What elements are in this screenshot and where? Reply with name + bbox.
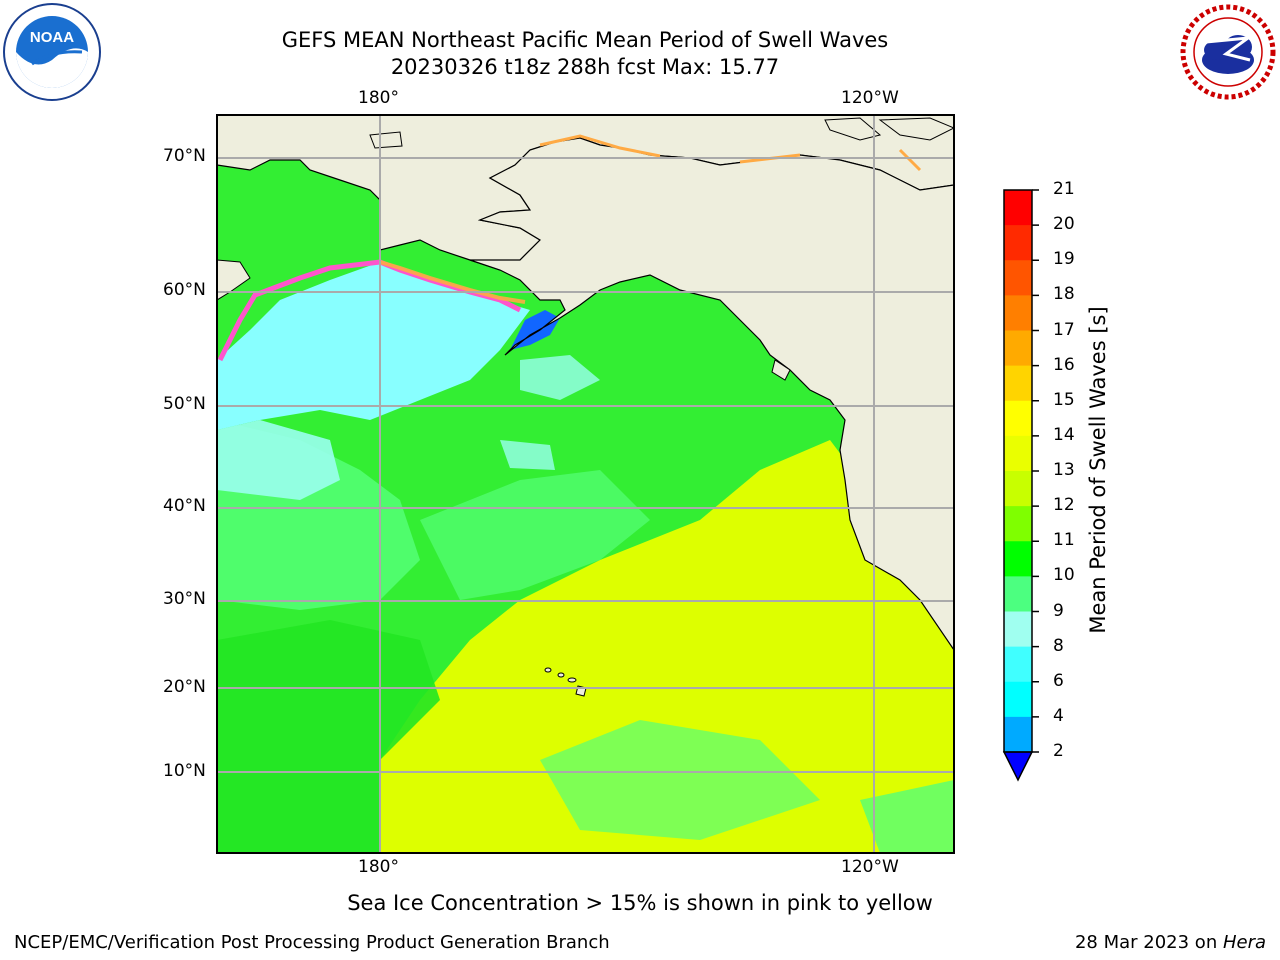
colorbar-tick-label: 21 xyxy=(1053,179,1075,199)
colorbar-tick-label: 12 xyxy=(1053,495,1075,516)
ocean-yellow-region xyxy=(380,440,954,853)
map-frame xyxy=(216,114,955,854)
nws-logo xyxy=(1180,4,1276,100)
footer-date-text: 28 Mar 2023 on xyxy=(1074,932,1223,953)
colorbar-swatch xyxy=(1004,330,1032,367)
colorbar-swatch xyxy=(1004,435,1032,472)
colorbar-swatch xyxy=(1004,646,1032,683)
colorbar-tick-label: 13 xyxy=(1053,460,1075,480)
colorbar-swatch xyxy=(1004,400,1032,437)
lon-label-180-bottom: 180° xyxy=(358,857,399,877)
colorbar-tick-label: 10 xyxy=(1053,565,1075,586)
colorbar-tick-label: 14 xyxy=(1053,424,1075,445)
colorbar xyxy=(1002,189,1039,782)
colorbar-swatch xyxy=(1004,471,1032,507)
colorbar-tick-label: 17 xyxy=(1053,319,1075,340)
lat-label-60n: 60°N xyxy=(163,280,206,300)
colorbar-extend-arrow xyxy=(1002,751,1034,782)
colorbar-tick-label: 11 xyxy=(1053,530,1075,551)
chart-subtitle: 20230326 t18z 288h fcst Max: 15.77 xyxy=(390,55,780,79)
colorbar-swatch xyxy=(1004,716,1032,753)
lat-label-20n: 20°N xyxy=(163,677,206,697)
noaa-logo-text: NOAA xyxy=(30,29,74,46)
lon-label-120w-bottom: 120°W xyxy=(841,857,899,877)
colorbar-swatch xyxy=(1004,295,1032,331)
colorbar-swatch xyxy=(1004,576,1032,612)
map-plot-area xyxy=(217,115,954,853)
colorbar-tick-label: 6 xyxy=(1053,670,1064,691)
colorbar-tick-label: 15 xyxy=(1053,389,1075,410)
lon-label-120w-top: 120°W xyxy=(841,88,899,108)
colorbar-swatch xyxy=(1004,681,1032,718)
lon-label-180-top: 180° xyxy=(358,88,399,108)
lat-label-10n: 10°N xyxy=(163,761,206,781)
footer-date: 28 Mar 2023 on Hera xyxy=(1075,932,1266,953)
colorbar-tick-label: 2 xyxy=(1053,741,1064,761)
colorbar-swatch xyxy=(1004,611,1032,648)
gridlines xyxy=(217,115,954,853)
noaa-logo: NOAA xyxy=(3,3,101,101)
colorbar-tick-label: 18 xyxy=(1053,284,1075,305)
sea-ice-note: Sea Ice Concentration > 15% is shown in … xyxy=(347,891,933,915)
lat-label-30n: 30°N xyxy=(163,589,206,609)
footer-credit: NCEP/EMC/Verification Post Processing Pr… xyxy=(14,932,610,953)
colorbar-label: Mean Period of Swell Waves [s] xyxy=(1086,306,1110,634)
colorbar-swatch xyxy=(1004,506,1032,542)
colorbar-tick-label: 19 xyxy=(1053,249,1075,270)
footer-host: Hera xyxy=(1222,932,1266,953)
colorbar-swatch xyxy=(1004,541,1032,577)
lat-label-50n: 50°N xyxy=(163,394,206,414)
ocean-green-band xyxy=(217,620,440,853)
colorbar-tick-label: 4 xyxy=(1053,705,1064,726)
colorbar-swatch xyxy=(1004,260,1032,296)
colorbar-swatch xyxy=(1004,225,1032,261)
colorbar-tick-label: 20 xyxy=(1053,214,1075,235)
lat-label-40n: 40°N xyxy=(163,496,206,516)
lat-label-70n: 70°N xyxy=(163,146,206,166)
land-alaska xyxy=(469,137,954,652)
colorbar-swatch xyxy=(1004,365,1032,402)
colorbar-tick-label: 9 xyxy=(1053,600,1064,621)
ocean-cyan-region xyxy=(217,262,530,430)
colorbar-tick-label: 16 xyxy=(1053,354,1075,375)
colorbar-swatch xyxy=(1004,190,1032,226)
colorbar-tick-label: 8 xyxy=(1053,635,1064,656)
chart-title: GEFS MEAN Northeast Pacific Mean Period … xyxy=(281,28,889,52)
